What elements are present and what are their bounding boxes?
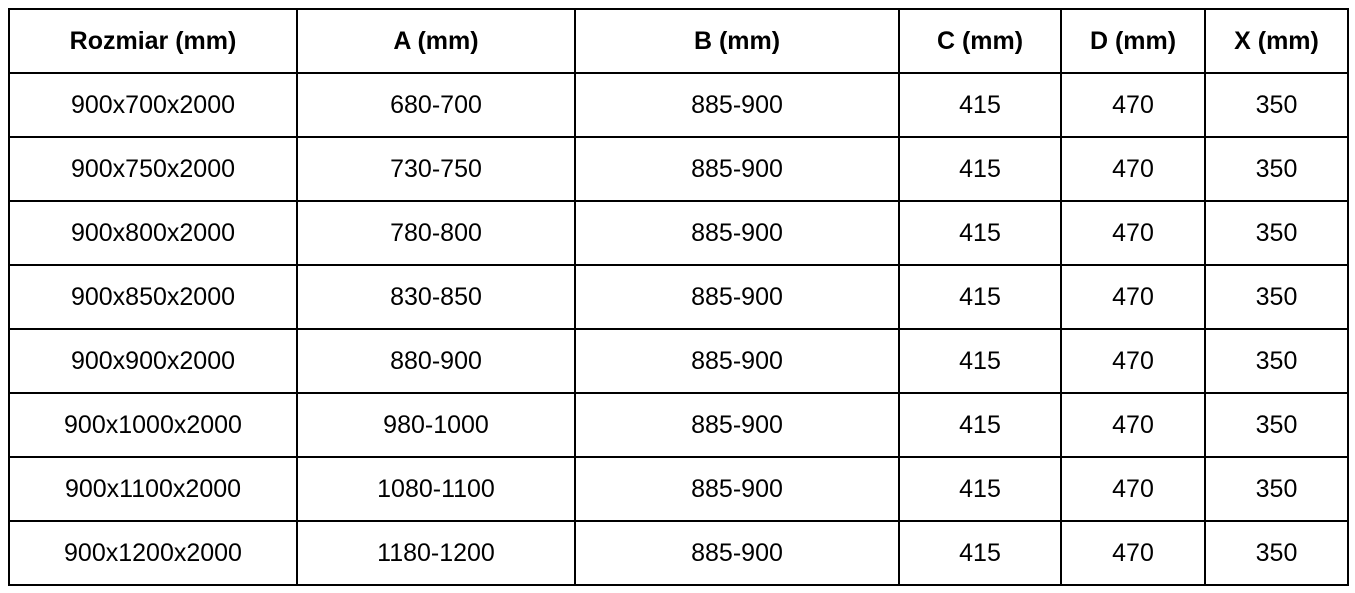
table-cell: 885-900 xyxy=(574,456,900,522)
header-row: Rozmiar (mm) A (mm) B (mm) C (mm) D (mm) X (m… xyxy=(8,8,1349,74)
table-cell: 880-900 xyxy=(296,328,576,394)
table-row: 900x1100x2000 1080-1100 885-900 415 470 350 xyxy=(8,456,1349,522)
column-header: Rozmiar (mm) xyxy=(8,8,298,74)
dimensions-table: Rozmiar (mm) A (mm) B (mm) C (mm) D (mm) X (m… xyxy=(8,8,1349,586)
table-cell: 885-900 xyxy=(574,328,900,394)
table-header: Rozmiar (mm) A (mm) B (mm) C (mm) D (mm) X (m… xyxy=(8,8,1349,74)
table-row: 900x1000x2000 980-1000 885-900 415 470 350 xyxy=(8,392,1349,458)
table-cell: 415 xyxy=(898,520,1062,586)
table-cell: 350 xyxy=(1204,392,1349,458)
table-cell: 350 xyxy=(1204,520,1349,586)
table-row: 900x900x2000 880-900 885-900 415 470 350 xyxy=(8,328,1349,394)
table-cell: 900x900x2000 xyxy=(8,328,298,394)
table-cell: 415 xyxy=(898,200,1062,266)
table-cell: 470 xyxy=(1060,328,1206,394)
column-header: C (mm) xyxy=(898,8,1062,74)
table-cell: 885-900 xyxy=(574,392,900,458)
column-header: X (mm) xyxy=(1204,8,1349,74)
table-cell: 350 xyxy=(1204,328,1349,394)
table-cell: 900x1100x2000 xyxy=(8,456,298,522)
table-cell: 1080-1100 xyxy=(296,456,576,522)
table-cell: 415 xyxy=(898,392,1062,458)
table-cell: 415 xyxy=(898,72,1062,138)
table-cell: 900x700x2000 xyxy=(8,72,298,138)
table-cell: 415 xyxy=(898,328,1062,394)
table-cell: 415 xyxy=(898,136,1062,202)
table-cell: 350 xyxy=(1204,456,1349,522)
table-cell: 470 xyxy=(1060,136,1206,202)
table-body: 900x700x2000 680-700 885-900 415 470 350 900x7… xyxy=(8,72,1349,586)
table-row: 900x750x2000 730-750 885-900 415 470 350 xyxy=(8,136,1349,202)
table-cell: 350 xyxy=(1204,72,1349,138)
table-cell: 885-900 xyxy=(574,136,900,202)
table-cell: 900x850x2000 xyxy=(8,264,298,330)
table-cell: 470 xyxy=(1060,520,1206,586)
table-cell: 885-900 xyxy=(574,264,900,330)
table-row: 900x800x2000 780-800 885-900 415 470 350 xyxy=(8,200,1349,266)
table-cell: 470 xyxy=(1060,456,1206,522)
table-cell: 680-700 xyxy=(296,72,576,138)
column-header: D (mm) xyxy=(1060,8,1206,74)
table-cell: 900x1200x2000 xyxy=(8,520,298,586)
table-cell: 350 xyxy=(1204,264,1349,330)
table-cell: 900x1000x2000 xyxy=(8,392,298,458)
table-row: 900x850x2000 830-850 885-900 415 470 350 xyxy=(8,264,1349,330)
column-header: A (mm) xyxy=(296,8,576,74)
table-cell: 980-1000 xyxy=(296,392,576,458)
table-cell: 780-800 xyxy=(296,200,576,266)
table-cell: 470 xyxy=(1060,72,1206,138)
table-cell: 900x800x2000 xyxy=(8,200,298,266)
table-row: 900x1200x2000 1180-1200 885-900 415 470 350 xyxy=(8,520,1349,586)
table-cell: 730-750 xyxy=(296,136,576,202)
table-cell: 1180-1200 xyxy=(296,520,576,586)
table-cell: 885-900 xyxy=(574,200,900,266)
table-cell: 830-850 xyxy=(296,264,576,330)
table-row: 900x700x2000 680-700 885-900 415 470 350 xyxy=(8,72,1349,138)
table-cell: 900x750x2000 xyxy=(8,136,298,202)
table-cell: 885-900 xyxy=(574,520,900,586)
table-cell: 350 xyxy=(1204,136,1349,202)
table-cell: 885-900 xyxy=(574,72,900,138)
table-cell: 415 xyxy=(898,456,1062,522)
table-cell: 415 xyxy=(898,264,1062,330)
table-cell: 470 xyxy=(1060,200,1206,266)
column-header: B (mm) xyxy=(574,8,900,74)
table-cell: 470 xyxy=(1060,392,1206,458)
table-cell: 350 xyxy=(1204,200,1349,266)
table-cell: 470 xyxy=(1060,264,1206,330)
